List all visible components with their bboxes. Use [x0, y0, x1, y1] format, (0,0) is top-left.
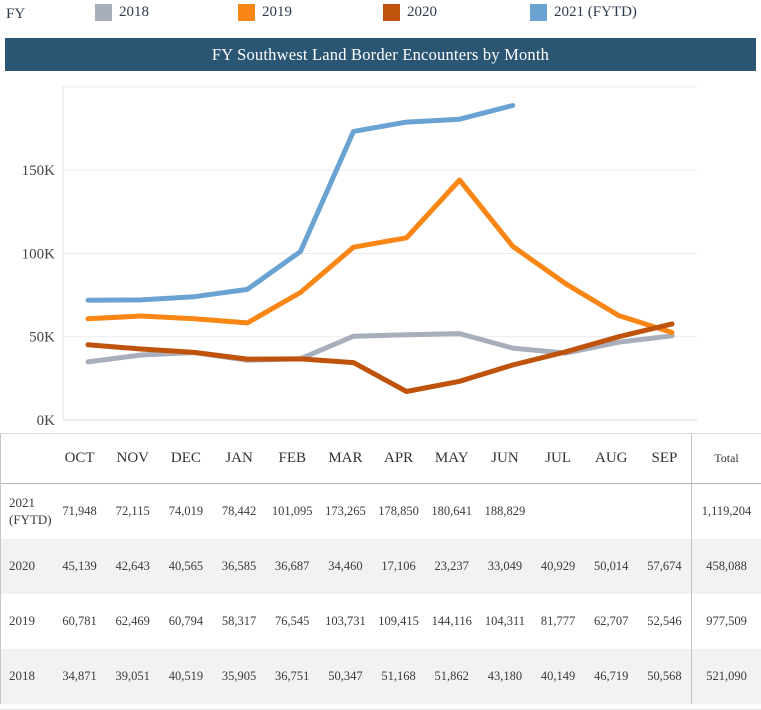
- column-header-jun: JUN: [491, 450, 519, 466]
- encounters-chart: 0K 50K 100K 150K: [0, 80, 761, 433]
- row-label: 2018: [9, 668, 35, 684]
- table-row: 2019 60,781 62,469 60,794 58,317 76,545 103,73…: [1, 594, 761, 649]
- data-table: OCT NOV DEC JAN FEB MAR APR MAY JUN JUL AUG SEP Tota…: [0, 433, 761, 704]
- total-cell: 521,090: [691, 649, 761, 704]
- table-row: 2018 34,871 39,051 40,519 35,905 36,751 50,347…: [1, 649, 761, 704]
- total-cell: 458,088: [691, 539, 761, 594]
- column-header-jul: JUL: [545, 450, 571, 466]
- legend-item-2020[interactable]: 2020: [383, 4, 437, 21]
- legend-item-2019[interactable]: 2019: [238, 4, 292, 21]
- y-axis-tick-label: 100K: [22, 246, 56, 262]
- column-header-jan: JAN: [225, 450, 253, 466]
- data-cell: 23,237: [434, 559, 469, 573]
- chart-title: FY Southwest Land Border Encounters by M…: [211, 44, 550, 64]
- legend-item-label: 2018: [119, 4, 149, 20]
- data-cell: 60,794: [168, 614, 204, 628]
- legend-item-label: 2020: [407, 4, 437, 20]
- legend-swatch: [95, 4, 112, 21]
- data-cell: 50,568: [647, 669, 682, 683]
- data-cell: 36,687: [275, 559, 310, 573]
- column-header-oct: OCT: [64, 450, 95, 466]
- legend-item-2018[interactable]: 2018: [95, 4, 149, 21]
- row-label: 2020: [9, 558, 35, 574]
- data-cell: 62,707: [594, 614, 629, 628]
- data-cell: 103,731: [325, 614, 366, 628]
- data-cell: 42,643: [115, 559, 150, 573]
- data-cell: 51,862: [434, 669, 469, 683]
- data-cell: 72,115: [115, 504, 150, 518]
- column-header-mar: MAR: [328, 450, 363, 466]
- data-cell: 188,829: [484, 504, 526, 518]
- row-label: 2021 (FYTD): [9, 494, 52, 527]
- line-2020[interactable]: [85, 321, 675, 394]
- total-cell: 977,509: [691, 594, 761, 649]
- data-cell: 35,905: [221, 669, 257, 683]
- chart-title-bar: FY Southwest Land Border Encounters by M…: [5, 38, 756, 71]
- data-cell: 78,442: [221, 504, 257, 518]
- column-header-apr: APR: [383, 450, 414, 466]
- data-cell: 52,546: [647, 614, 682, 628]
- table-header-row: OCT NOV DEC JAN FEB MAR APR MAY JUN JUL AUG SEP Tota…: [1, 434, 761, 484]
- table-row: 2020 45,139 42,643 40,565 36,585 36,687 34,460…: [1, 539, 761, 594]
- row-label: 2019: [9, 613, 35, 629]
- legend-swatch: [530, 4, 547, 21]
- legend-item-label: 2019: [262, 4, 292, 20]
- data-cell: 109,415: [378, 614, 419, 628]
- data-cell: 40,929: [540, 559, 576, 573]
- data-cell: 17,106: [381, 559, 416, 573]
- data-cell: 60,781: [62, 614, 97, 628]
- y-axis-tick-label: 0K: [37, 413, 56, 428]
- total-cell: 1,119,204: [691, 484, 761, 539]
- table-row: 2021 (FYTD) 71,948 72,115 74,019 78,442 101,0…: [1, 484, 761, 539]
- data-cell: 51,168: [381, 669, 416, 683]
- column-header-dec: DEC: [170, 450, 201, 466]
- data-cell: 57,674: [647, 559, 682, 573]
- data-cell: 81,777: [540, 614, 576, 628]
- data-cell: 34,871: [62, 669, 97, 683]
- column-header-feb: FEB: [278, 450, 306, 466]
- data-cell: 33,049: [487, 559, 523, 573]
- data-cell: 40,519: [168, 669, 204, 683]
- data-cell: 101,095: [271, 504, 313, 518]
- legend-swatch: [383, 4, 400, 21]
- data-cell: 39,051: [115, 669, 150, 683]
- legend-item-2021-fytd[interactable]: 2021 (FYTD): [530, 4, 637, 21]
- data-cell: 62,469: [115, 614, 150, 628]
- data-cell: 50,014: [594, 559, 629, 573]
- data-cell: 71,948: [62, 504, 97, 518]
- y-axis-tick-label: 150K: [22, 163, 56, 179]
- y-axis-tick-label: 50K: [29, 330, 55, 346]
- data-cell: 43,180: [487, 669, 523, 683]
- legend-title: FY: [6, 6, 26, 22]
- data-cell: 34,460: [328, 559, 363, 573]
- column-header-total: Total: [691, 434, 761, 483]
- data-cell: 40,565: [168, 559, 204, 573]
- legend-swatch: [238, 4, 255, 21]
- data-cell: 40,149: [540, 669, 576, 683]
- line-2021-fytd[interactable]: [85, 103, 516, 303]
- data-cell: 45,139: [62, 559, 97, 573]
- data-cell: 104,311: [484, 614, 525, 628]
- column-header-may: MAY: [434, 450, 469, 466]
- data-cell: 173,265: [325, 504, 366, 518]
- data-cell: 144,116: [431, 614, 472, 628]
- data-cell: 58,317: [221, 614, 257, 628]
- legend-item-label: 2021 (FYTD): [554, 4, 637, 20]
- encounters-line-chart[interactable]: 0K 50K 100K 150K: [0, 80, 761, 429]
- legend-bar: FY 2018 2019 2020 2021 (FYTD): [0, 0, 761, 30]
- data-cell: 36,751: [275, 669, 310, 683]
- data-cell: 180,641: [431, 504, 473, 518]
- data-cell: 76,545: [275, 614, 310, 628]
- data-cell: 36,585: [221, 559, 257, 573]
- data-cell: 50,347: [328, 669, 363, 683]
- column-header-nov: NOV: [116, 450, 149, 466]
- data-cell: 74,019: [168, 504, 204, 518]
- data-cell: 46,719: [594, 669, 629, 683]
- data-cell: 178,850: [378, 504, 419, 518]
- column-header-sep: SEP: [651, 450, 678, 466]
- line-2019[interactable]: [85, 177, 675, 335]
- column-header-aug: AUG: [594, 450, 628, 466]
